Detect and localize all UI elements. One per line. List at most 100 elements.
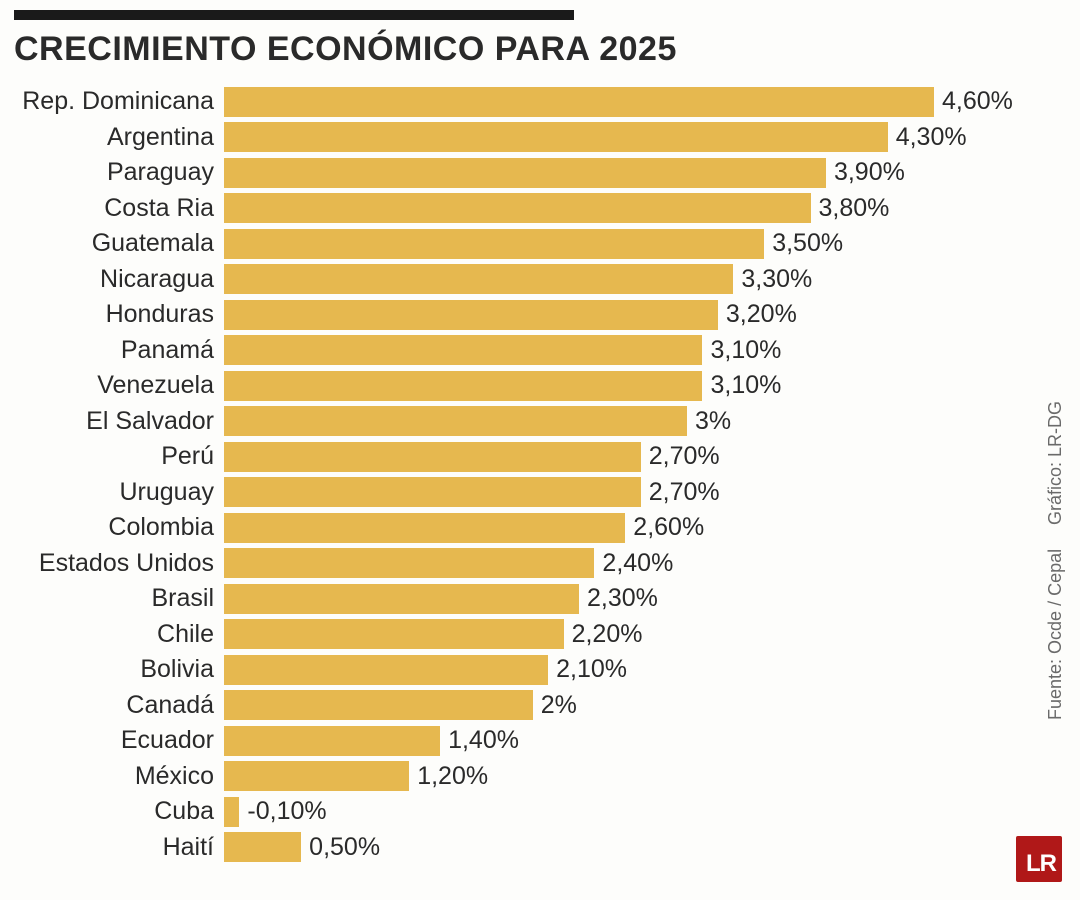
bar-label: Honduras [14,300,224,329]
bar [224,761,409,791]
bar-row: Honduras3,20% [14,297,1020,333]
bar-wrap: 3,80% [224,193,1020,223]
bar-wrap: 4,30% [224,122,1020,152]
top-rule [14,10,574,20]
bar-wrap: 3,10% [224,371,1020,401]
bar-row: Perú 2,70% [14,439,1020,475]
bar-value: 2,10% [548,655,627,684]
bar-value: 2,70% [641,478,720,507]
logo-text: LR [1026,850,1056,878]
bar-wrap: 2,20% [224,619,1020,649]
bar-row: Cuba-0,10% [14,794,1020,830]
bar-label: Brasil [14,584,224,613]
bar-wrap: 0,50% [224,832,1020,862]
bar-row: Guatemala3,50% [14,226,1020,262]
bar-row: Chile 2,20% [14,617,1020,653]
bar-value: 2,40% [594,549,673,578]
bar-row: Nicaragua 3,30% [14,262,1020,298]
credit-source: Fuente: Ocde / Cepal [1045,549,1066,720]
bar-label: Colombia [14,513,224,542]
publisher-logo: LR [1016,836,1062,882]
bar-value: 3,30% [733,265,812,294]
bar-label: Cuba [14,797,224,826]
bar-label: Argentina [14,123,224,152]
bar-label: Rep. Dominicana [14,87,224,116]
bar-row: Canadá2% [14,688,1020,724]
bar-label: Costa Ria [14,194,224,223]
bar-label: Ecuador [14,726,224,755]
bar-label: Estados Unidos [14,549,224,578]
bar [224,229,764,259]
bar-value: 2,60% [625,513,704,542]
bar-row: El Salvador 3% [14,404,1020,440]
bar-label: Panamá [14,336,224,365]
bar-row: Uruguay 2,70% [14,475,1020,511]
bar [224,477,641,507]
bar [224,797,239,827]
bar [224,335,702,365]
bar [224,264,733,294]
bar-label: Guatemala [14,229,224,258]
bar [224,371,702,401]
bar-label: Perú [14,442,224,471]
bar [224,690,533,720]
bar [224,548,594,578]
bar-value: 2,20% [564,620,643,649]
bar-wrap: 3,50% [224,229,1020,259]
bar-value: 4,60% [934,87,1013,116]
bar-label: Uruguay [14,478,224,507]
side-credit: Fuente: Ocde / Cepal Gráfico: LR-DG [1045,200,1066,720]
bar-wrap: -0,10% [224,797,1020,827]
bar-wrap: 3,90% [224,158,1020,188]
bar-row: México 1,20% [14,759,1020,795]
bar-wrap: 4,60% [224,87,1020,117]
bar-row: Rep. Dominicana 4,60% [14,84,1020,120]
bar-row: Venezuela3,10% [14,368,1020,404]
bar-label: Canadá [14,691,224,720]
bar-chart: Rep. Dominicana 4,60% Argentina 4,30% Paragu… [14,84,1020,865]
bar [224,406,687,436]
credit-graphic: Gráfico: LR-DG [1045,401,1066,525]
bar-row: Haití 0,50% [14,830,1020,866]
bar-label: El Salvador [14,407,224,436]
bar-label: Paraguay [14,158,224,187]
bar-value: 3,10% [702,371,781,400]
bar-wrap: 3,30% [224,264,1020,294]
bar-value: 3,10% [702,336,781,365]
bar-wrap: 3,20% [224,300,1020,330]
bar [224,726,440,756]
bar-row: Costa Ria3,80% [14,191,1020,227]
bar-label: Bolivia [14,655,224,684]
bar-label: Chile [14,620,224,649]
bar-wrap: 2% [224,690,1020,720]
bar-value: 3% [687,407,731,436]
bar-row: Paraguay 3,90% [14,155,1020,191]
bar-wrap: 2,60% [224,513,1020,543]
bar-value: 1,40% [440,726,519,755]
bar-value: 2,70% [641,442,720,471]
bar-label: Haití [14,833,224,862]
bar-value: 0,50% [301,833,380,862]
bar-row: Brasil 2,30% [14,581,1020,617]
bar-value: 1,20% [409,762,488,791]
bar-value: 4,30% [888,123,967,152]
bar-label: Nicaragua [14,265,224,294]
bar-wrap: 3,10% [224,335,1020,365]
bar [224,158,826,188]
bar [224,584,579,614]
bar-wrap: 2,70% [224,477,1020,507]
bar [224,655,548,685]
bar [224,619,564,649]
bar-row: Bolivia 2,10% [14,652,1020,688]
bar-wrap: 2,70% [224,442,1020,472]
bar [224,122,888,152]
bar-label: México [14,762,224,791]
bar-wrap: 3% [224,406,1020,436]
bar-value: 3,90% [826,158,905,187]
bar-row: Estados Unidos 2,40% [14,546,1020,582]
bar-row: Colombia 2,60% [14,510,1020,546]
bar-wrap: 1,20% [224,761,1020,791]
bar-row: Argentina 4,30% [14,120,1020,156]
bar [224,442,641,472]
bar-value: 2,30% [579,584,658,613]
